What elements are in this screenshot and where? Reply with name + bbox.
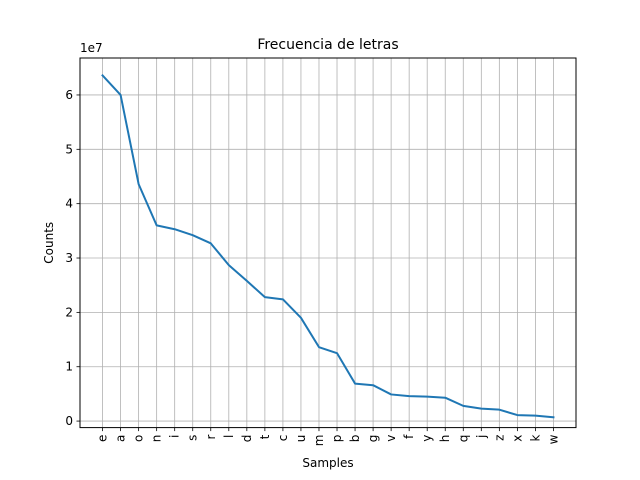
y-tick-label: 0 — [65, 414, 73, 428]
x-tick-label: x — [510, 435, 524, 442]
y-axis-title: Counts — [42, 222, 56, 264]
x-tick-label: i — [168, 435, 182, 438]
x-tick-label: p — [330, 435, 344, 443]
y-tick-label: 3 — [65, 251, 73, 265]
x-tick-label: c — [276, 435, 290, 442]
x-tick-label: l — [222, 435, 236, 438]
x-tick-label: y — [420, 435, 434, 442]
y-tick-label: 5 — [65, 142, 73, 156]
x-tick-label: m — [312, 435, 326, 447]
series-line — [101, 73, 555, 419]
x-tick-label: k — [528, 435, 542, 442]
series-layer — [101, 73, 555, 419]
x-tick-label: w — [546, 434, 560, 444]
x-tick-label: s — [186, 435, 200, 441]
x-tick-label: j — [474, 435, 488, 439]
chart-title: Frecuencia de letras — [257, 37, 398, 53]
y-tick-label: 1 — [65, 360, 73, 374]
x-tick-label: d — [240, 435, 254, 443]
x-tick-label: r — [204, 435, 218, 440]
x-tick-label: g — [366, 435, 380, 443]
x-tick-label: z — [492, 435, 506, 441]
y-tick-label: 6 — [65, 88, 73, 102]
x-tick-label: v — [384, 435, 398, 442]
x-tick-label: u — [294, 435, 308, 443]
axes-frame — [79, 57, 577, 429]
x-tick-label: n — [150, 435, 164, 443]
x-tick-label: q — [456, 435, 470, 443]
grid — [80, 58, 576, 428]
x-tick-label: h — [438, 435, 452, 443]
y-axis: 0 1 2 3 4 5 6 — [65, 88, 80, 428]
x-tick-label: f — [402, 434, 416, 439]
x-tick-label: e — [96, 435, 110, 442]
y-offset-label: 1e7 — [80, 41, 103, 55]
y-tick-label: 4 — [65, 197, 73, 211]
x-tick-label: t — [258, 434, 272, 439]
x-axis-title: Samples — [302, 456, 353, 470]
x-tick-label: b — [348, 435, 362, 443]
x-tick-label: o — [132, 435, 146, 442]
x-tick-label: a — [114, 435, 128, 442]
y-tick-label: 2 — [65, 305, 73, 319]
